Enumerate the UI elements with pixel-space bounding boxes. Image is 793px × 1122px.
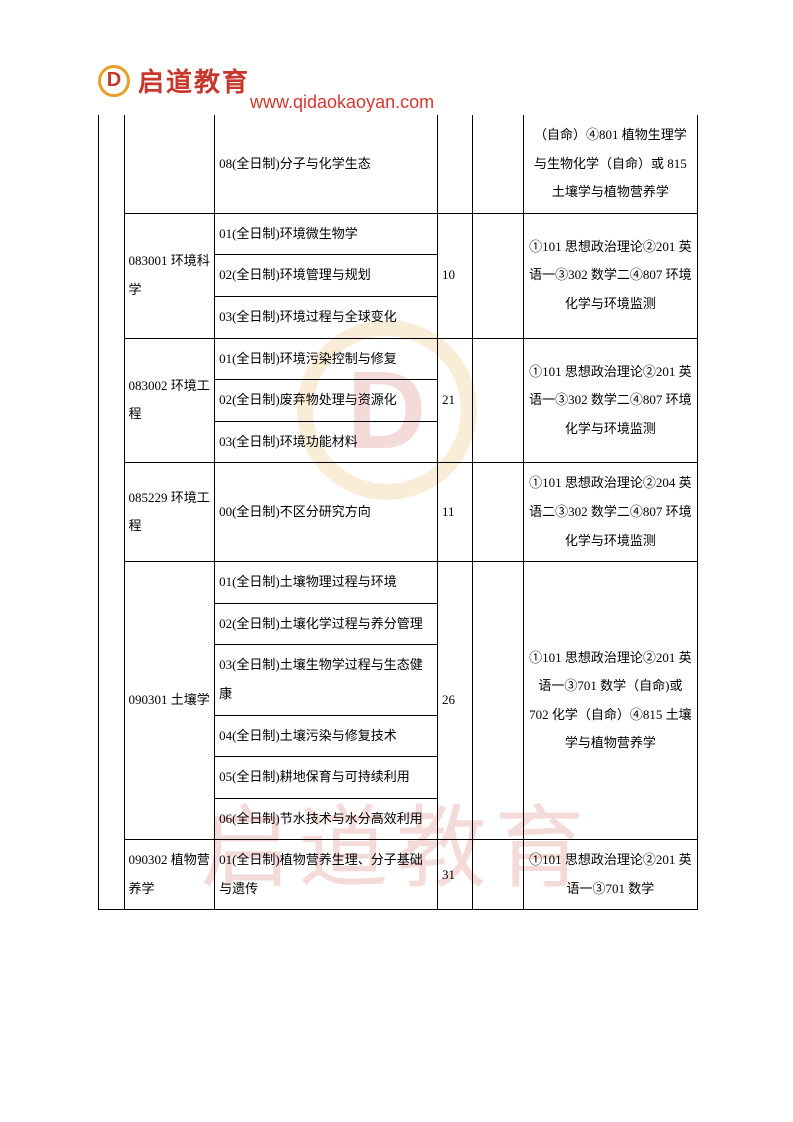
cell-direction: 01(全日制)环境污染控制与修复 [215, 338, 438, 380]
brand-logo-icon: D [98, 65, 130, 97]
cell-direction: 08(全日制)分子与化学生态 [215, 115, 438, 213]
table-row: 090302 植物营养学01(全日制)植物营养生理、分子基础与遗传31 ①101 … [99, 840, 698, 910]
brand-name: 启道教育 [138, 62, 250, 99]
cell-blank [472, 463, 523, 562]
cell-direction: 03(全日制)环境过程与全球变化 [215, 296, 438, 338]
cell-direction: 00(全日制)不区分研究方向 [215, 463, 438, 562]
cell-exam: ①101 思想政治理论②201 英语一③302 数学二④807 环境化学与环境监… [523, 213, 697, 338]
cell-quota: 10 [437, 213, 472, 338]
cell-exam: ①101 思想政治理论②201 英语一③302 数学二④807 环境化学与环境监… [523, 338, 697, 463]
cell-major: 083001 环境科学 [124, 213, 215, 338]
cell-direction: 02(全日制)环境管理与规划 [215, 255, 438, 297]
table-row: 08(全日制)分子与化学生态 （自命）④801 植物生理学与生物化学（自命）或 8… [99, 115, 698, 213]
cell-empty [99, 115, 125, 910]
table-row: 085229 环境工程00(全日制)不区分研究方向11 ①101 思想政治理论②2… [99, 463, 698, 562]
cell-exam: ①101 思想政治理论②201 英语一③701 数学（自命)或 702 化学（自… [523, 562, 697, 840]
cell-direction: 04(全日制)土壤污染与修复技术 [215, 715, 438, 757]
cell-major: 090302 植物营养学 [124, 840, 215, 910]
cell-direction: 01(全日制)环境微生物学 [215, 213, 438, 255]
cell-major: 083002 环境工程 [124, 338, 215, 463]
cell-direction: 03(全日制)土壤生物学过程与生态健康 [215, 645, 438, 715]
cell-direction: 05(全日制)耕地保育与可持续利用 [215, 757, 438, 799]
cell-direction: 06(全日制)节水技术与水分高效利用 [215, 798, 438, 840]
cell-exam: ①101 思想政治理论②204 英语二③302 数学二④807 环境化学与环境监… [523, 463, 697, 562]
cell-quota: 26 [437, 562, 472, 840]
cell-quota: 11 [437, 463, 472, 562]
cell-major: 085229 环境工程 [124, 463, 215, 562]
cell-blank [472, 115, 523, 213]
cell-blank [472, 562, 523, 840]
cell-quota: 21 [437, 338, 472, 463]
table-row: 083001 环境科学01(全日制)环境微生物学10①101 思想政治理论②20… [99, 213, 698, 255]
page-header: D 启道教育 [98, 62, 250, 99]
table-row: 083002 环境工程01(全日制)环境污染控制与修复21①101 思想政治理论… [99, 338, 698, 380]
cell-direction: 02(全日制)土壤化学过程与养分管理 [215, 603, 438, 645]
catalog-table: 08(全日制)分子与化学生态 （自命）④801 植物生理学与生物化学（自命）或 8… [98, 115, 698, 910]
cell-direction: 03(全日制)环境功能材料 [215, 421, 438, 463]
table-row: 090301 土壤学01(全日制)土壤物理过程与环境26①101 思想政治理论②… [99, 562, 698, 604]
cell-direction: 01(全日制)土壤物理过程与环境 [215, 562, 438, 604]
brand-url: www.qidaokaoyan.com [250, 92, 434, 113]
cell-direction: 02(全日制)废弃物处理与资源化 [215, 380, 438, 422]
cell-major [124, 115, 215, 213]
cell-quota [437, 115, 472, 213]
cell-blank [472, 840, 523, 910]
cell-major: 090301 土壤学 [124, 562, 215, 840]
cell-exam: ①101 思想政治理论②201 英语一③701 数学 [523, 840, 697, 910]
cell-blank [472, 213, 523, 338]
cell-exam: （自命）④801 植物生理学与生物化学（自命）或 815 土壤学与植物营养学 [523, 115, 697, 213]
cell-direction: 01(全日制)植物营养生理、分子基础与遗传 [215, 840, 438, 910]
catalog-table-container: 08(全日制)分子与化学生态 （自命）④801 植物生理学与生物化学（自命）或 8… [98, 115, 698, 910]
cell-blank [472, 338, 523, 463]
cell-quota: 31 [437, 840, 472, 910]
